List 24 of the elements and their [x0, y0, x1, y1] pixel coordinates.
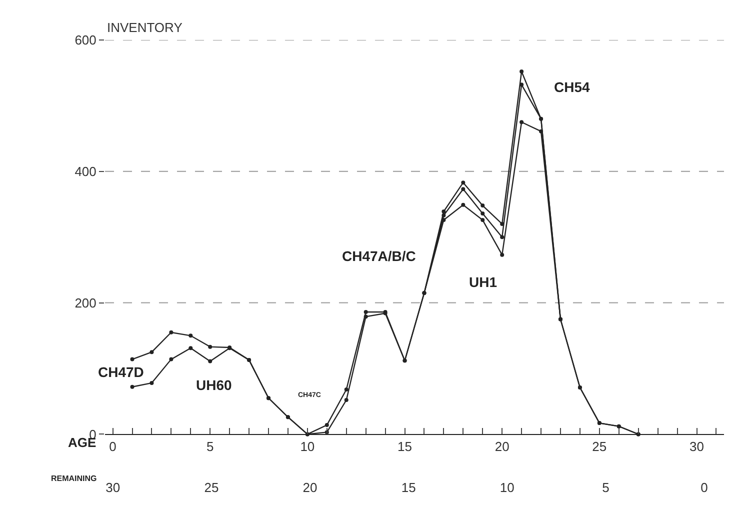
x2-tick-label: 0 [700, 480, 708, 495]
x-tick-label: 20 [494, 438, 510, 454]
x2-tick-label: 25 [204, 480, 219, 495]
annotation: CH47D [98, 364, 144, 380]
y-tick-label: 200 [74, 295, 96, 310]
x2-tick-label: 20 [302, 480, 318, 495]
y-axis-title: INVENTORY [107, 20, 183, 35]
annotation: UH1 [469, 274, 498, 290]
x-tick-label: 0 [109, 438, 116, 454]
x2-tick-label: 10 [500, 480, 514, 495]
x2-tick-label: 5 [602, 480, 610, 495]
x-tick-label: 30 [690, 438, 704, 454]
x2-tick-label: 15 [401, 480, 416, 495]
x-tick-label: 15 [398, 438, 412, 454]
y-tick-label: 600 [74, 32, 96, 48]
annotation: CH54 [554, 79, 590, 95]
x-tick-label: 5 [206, 438, 214, 454]
annotation: UH60 [196, 377, 232, 393]
x-tick-label: 25 [592, 438, 607, 454]
x2-tick-label: 30 [106, 480, 120, 495]
y-tick-label: 400 [74, 164, 96, 179]
x2-axis-title: REMAINING [51, 474, 97, 483]
x-tick-label: 10 [300, 438, 315, 454]
annotation: CH47A/B/C [342, 248, 416, 264]
